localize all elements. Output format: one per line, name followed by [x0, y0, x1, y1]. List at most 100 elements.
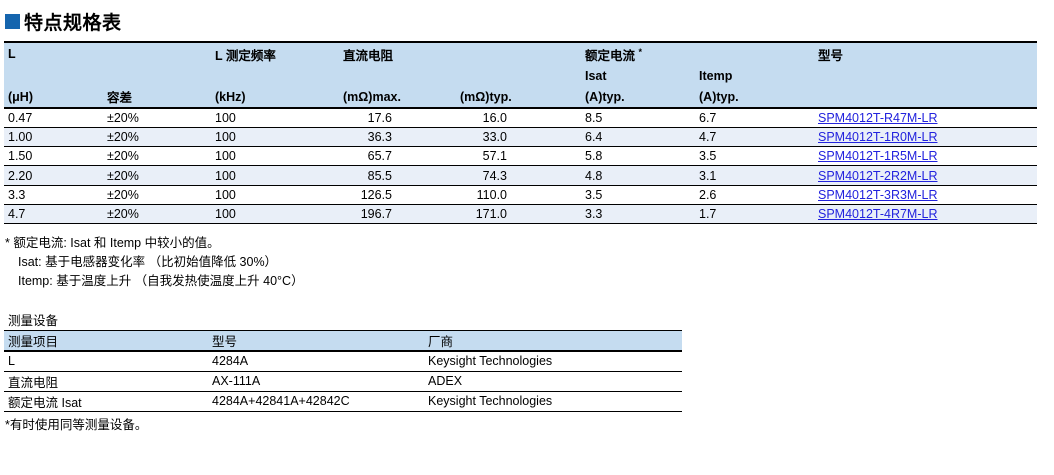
- col-spacer: [339, 65, 456, 86]
- tolerance-value: ±20%: [107, 168, 139, 183]
- col-spacer: [814, 65, 1037, 86]
- spec-row: 1.50 ±20% 100 65.7 57.1 5.8 3.5 SPM4012T…: [4, 147, 1037, 166]
- col-freq-unit: (kHz): [215, 89, 246, 104]
- col-freq-label: L 测定频率: [215, 48, 276, 63]
- l-value: 2.20: [8, 168, 33, 183]
- part-number-link[interactable]: SPM4012T-1R0M-LR: [818, 129, 938, 144]
- part-number-link[interactable]: SPM4012T-3R3M-LR: [818, 187, 938, 202]
- model-value: AX-111A: [212, 374, 261, 388]
- spec-header-row-3: (μH) 容差 (kHz) (mΩ)max. (mΩ)typ. (A)typ. …: [4, 86, 1037, 108]
- isat-value: 3.5: [585, 187, 603, 202]
- rated-current-text: 额定电流: [585, 48, 636, 63]
- l-value: 1.00: [8, 129, 33, 144]
- equipment-table-header: 测量项目 型号 厂商: [4, 330, 682, 352]
- blue-square-bullet-icon: [5, 14, 20, 29]
- freq-value: 100: [215, 129, 236, 144]
- tolerance-value: ±20%: [107, 187, 139, 202]
- footnote-rated-current: * 额定电流: Isat 和 Itemp 中较小的值。: [5, 236, 220, 250]
- spec-header-row-2: Isat Itemp: [4, 65, 1037, 86]
- spec-table-header: L L 测定频率 直流电阻 额定电流 * 型号 Isat Itemp: [4, 42, 1037, 108]
- col-spacer: [456, 65, 581, 86]
- l-value: 1.50: [8, 149, 33, 164]
- itemp-value: 4.7: [699, 129, 717, 144]
- tolerance-value: ±20%: [107, 207, 139, 222]
- spec-row: 2.20 ±20% 100 85.5 74.3 4.8 3.1 SPM4012T…: [4, 165, 1037, 186]
- footnote-itemp: Itemp: 基于温度上升 （自我发热使温度上升 40°C）: [18, 274, 304, 288]
- l-value: 0.47: [8, 110, 33, 125]
- isat-value: 3.3: [585, 207, 603, 222]
- isat-value: 6.4: [585, 129, 603, 144]
- rated-current-footnote-mark: *: [638, 46, 643, 57]
- footnote-isat: Isat: 基于电感器变化率 （比初始值降低 30%）: [18, 255, 278, 269]
- spec-row: 3.3 ±20% 100 126.5 110.0 3.5 2.6 SPM4012…: [4, 185, 1037, 205]
- col-l-unit: (μH): [8, 89, 33, 104]
- part-number-link[interactable]: SPM4012T-4R7M-LR: [818, 207, 938, 222]
- equipment-header-row: 测量项目 型号 厂商: [4, 331, 682, 352]
- model-value: 4284A: [212, 354, 249, 369]
- manufacturer-value: Keysight Technologies: [428, 394, 553, 408]
- itemp-value: 3.5: [699, 149, 717, 164]
- col-itemp-label: Itemp: [699, 68, 733, 83]
- col-spacer: [211, 65, 339, 86]
- part-number-link[interactable]: SPM4012T-R47M-LR: [818, 110, 938, 125]
- equipment-row: 直流电阻 AX-111A ADEX: [4, 371, 682, 391]
- col-measure-item-label: 测量项目: [8, 335, 59, 349]
- dcr-max-value: 36.3: [367, 129, 392, 144]
- manufacturer-value: Keysight Technologies: [428, 354, 553, 369]
- itemp-value: 2.6: [699, 187, 717, 202]
- tolerance-value: ±20%: [107, 129, 139, 144]
- col-isat-unit: (A)typ.: [585, 89, 625, 104]
- itemp-value: 3.1: [699, 168, 717, 183]
- col-spacer: [814, 86, 1037, 108]
- isat-value: 4.8: [585, 168, 603, 183]
- spec-table: L L 测定频率 直流电阻 额定电流 * 型号 Isat Itemp: [4, 41, 1037, 224]
- freq-value: 100: [215, 187, 236, 202]
- col-tolerance-label: 容差: [107, 91, 133, 105]
- spec-row: 1.00 ±20% 100 36.3 33.0 6.4 4.7 SPM4012T…: [4, 127, 1037, 147]
- col-dcr-max-unit: (mΩ)max.: [343, 89, 401, 104]
- spec-row: 4.7 ±20% 100 196.7 171.0 3.3 1.7 SPM4012…: [4, 204, 1037, 224]
- tolerance-value: ±20%: [107, 149, 139, 164]
- col-dcr-typ-unit: (mΩ)typ.: [460, 89, 512, 104]
- dcr-typ-value: 110.0: [476, 187, 507, 202]
- equipment-table: 测量项目 型号 厂商 L 4284A Keysight Technologies…: [4, 330, 682, 412]
- itemp-value: 1.7: [699, 207, 717, 222]
- tolerance-value: ±20%: [107, 110, 139, 125]
- equipment-row: L 4284A Keysight Technologies: [4, 351, 682, 371]
- col-spacer: [695, 42, 814, 65]
- dcr-max-value: 85.5: [367, 168, 392, 183]
- section-title-text: 特点规格表: [24, 13, 122, 34]
- col-spacer: [103, 42, 211, 65]
- equipment-footnote: *有时使用同等测量设备。: [5, 418, 148, 432]
- col-part-number-label: 型号: [818, 48, 844, 63]
- dcr-typ-value: 74.3: [482, 168, 507, 183]
- col-spacer: [456, 42, 581, 65]
- equipment-section-title: 测量设备: [8, 314, 59, 328]
- equipment-row: 额定电流 Isat 4284A+42841A+42842C Keysight T…: [4, 391, 682, 411]
- part-number-link[interactable]: SPM4012T-2R2M-LR: [818, 168, 938, 183]
- dcr-max-value: 126.5: [360, 187, 392, 202]
- manufacturer-value: ADEX: [428, 374, 463, 388]
- freq-value: 100: [215, 149, 236, 164]
- spec-row: 0.47 ±20% 100 17.6 16.0 8.5 6.7 SPM4012T…: [4, 108, 1037, 128]
- measure-item-value: 额定电流 Isat: [8, 395, 82, 410]
- col-l-label: L: [8, 47, 16, 61]
- col-isat-label: Isat: [585, 68, 607, 83]
- col-spacer: [4, 65, 103, 86]
- dcr-max-value: 65.7: [367, 149, 392, 164]
- dcr-typ-value: 16.0: [482, 110, 507, 125]
- freq-value: 100: [215, 207, 236, 222]
- section-title: 特点规格表: [5, 8, 122, 35]
- model-value: 4284A+42841A+42842C: [212, 394, 350, 408]
- spec-footnotes: * 额定电流: Isat 和 Itemp 中较小的值。 Isat: 基于电感器变…: [5, 234, 304, 291]
- dcr-max-value: 17.6: [367, 110, 392, 125]
- l-value: 4.7: [8, 207, 26, 222]
- dcr-max-value: 196.7: [360, 207, 392, 222]
- freq-value: 100: [215, 110, 236, 125]
- itemp-value: 6.7: [699, 110, 717, 125]
- dcr-typ-value: 33.0: [482, 129, 507, 144]
- dcr-typ-value: 171.0: [475, 207, 507, 222]
- col-model-label: 型号: [212, 335, 238, 349]
- part-number-link[interactable]: SPM4012T-1R5M-LR: [818, 149, 938, 164]
